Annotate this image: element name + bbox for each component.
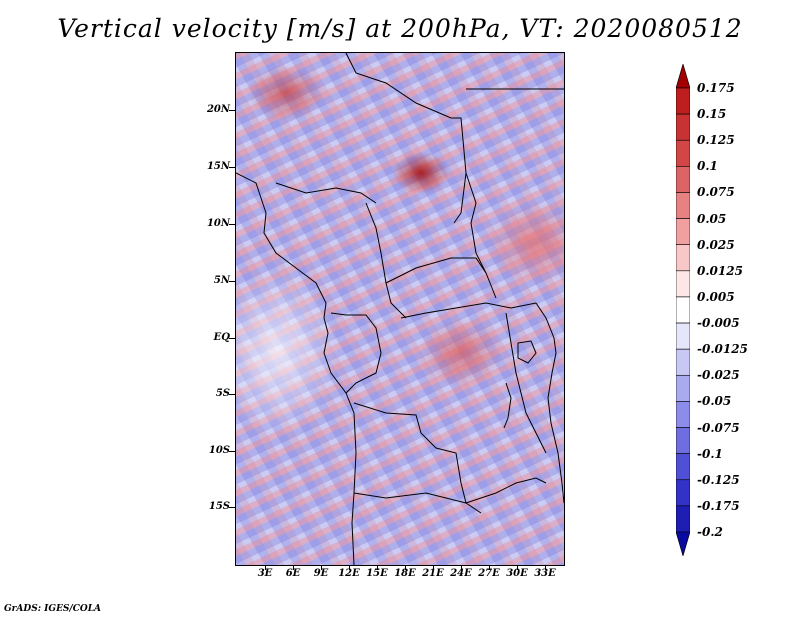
lon-tick [293,565,294,570]
colorbar-segment [676,531,690,556]
colorbar-label: -0.05 [697,394,732,409]
lat-tick [229,224,235,225]
colorbar-label: -0.005 [697,316,740,331]
colorbar-label: -0.2 [697,525,723,539]
lon-label-18e: 18E [394,568,416,579]
colorbar [676,64,690,556]
colorbar-label: 0.175 [697,81,735,95]
colorbar-segment [676,87,690,115]
border-libya-chad [345,53,467,224]
colorbar-segment [676,479,690,507]
lat-tick [229,507,235,508]
lon-tick [461,565,462,570]
lon-label-33e: 33E [534,568,556,579]
border-chad-sudan [465,172,487,274]
colorbar-label: -0.1 [697,446,723,461]
border-car [385,257,497,299]
lat-tick [229,281,235,282]
lake-tanganyika [503,382,512,429]
colorbar-label: 0.1 [697,159,718,174]
colorbar-label: 0.005 [697,289,735,304]
lat-tick [229,394,235,395]
colorbar-label: -0.025 [697,368,740,383]
colorbar-label: 0.125 [697,133,735,148]
colorbar-label: -0.175 [697,498,740,513]
lon-tick [265,565,266,570]
lat-label-5s: 5S [215,388,230,399]
colorbar-label: 0.15 [697,107,727,122]
lon-label-12e: 12E [338,568,360,579]
colorbar-segment [676,244,690,272]
colorbar-segment [676,505,690,533]
colorbar-segment [676,139,690,167]
colorbar-segment [676,64,690,89]
coastline-west-africa [236,172,357,565]
lat-tick [229,451,235,452]
lon-label-15e: 15E [366,568,388,579]
lon-label-9e: 9E [313,568,329,579]
colorbar-segment [676,296,690,324]
lon-tick [517,565,518,570]
lat-label-15s: 15S [208,501,230,512]
border-angola [353,402,482,514]
colorbar-label: 0.075 [697,185,735,200]
lon-tick [321,565,322,570]
colorbar-segment [676,218,690,246]
colorbar-label: 0.05 [697,211,727,226]
colorbar-label: 0.0125 [697,263,743,278]
lon-label-27e: 27E [478,568,500,579]
colorbar-label: -0.125 [697,472,740,487]
border-cameroon [365,202,407,319]
lon-tick [405,565,406,570]
colorbar-segment [676,374,690,402]
lat-tick [229,338,235,339]
lon-label-24e: 24E [450,568,472,579]
lon-tick [377,565,378,570]
border-niger-nigeria [275,182,377,204]
colorbar-segment [676,166,690,193]
lat-label-5n: 5N [213,275,230,286]
lon-label-3e: 3E [257,568,273,579]
colorbar-label: -0.075 [697,420,740,435]
lat-label-15n: 15N [206,161,230,172]
footer-credit: GrADS: IGES/COLA [4,604,102,614]
colorbar-label: 0.025 [697,237,735,252]
border-zambia [465,477,547,504]
lon-label-30e: 30E [506,568,528,579]
map-plot-area [235,52,565,566]
colorbar-label: -0.0125 [697,342,748,357]
border-drc-east [505,312,547,454]
border-drc-north [400,302,537,319]
lon-tick [433,565,434,570]
colorbar-segment [676,192,690,219]
coastline-east-africa [535,302,564,504]
colorbar-segment [676,113,690,141]
colorbar-segment [676,427,690,454]
lon-label-6e: 6E [285,568,301,579]
border-congo [330,312,382,394]
map-borders [236,53,564,565]
lon-tick [489,565,490,570]
lon-tick [349,565,350,570]
border-namibia [353,492,467,504]
colorbar-segment [676,348,690,376]
map-title: Vertical velocity [m/s] at 200hPa, VT: 2… [57,14,743,43]
lat-label-20n: 20N [206,104,230,115]
lake-victoria [517,340,537,364]
lat-tick [229,110,235,111]
lon-tick [545,565,546,570]
colorbar-segment [676,401,690,428]
lat-label-10s: 10S [208,445,230,456]
lat-tick [229,167,235,168]
lon-label-21e: 21E [422,568,444,579]
colorbar-segment [676,322,690,350]
lat-label-eq: EQ [213,332,230,343]
lat-label-10n: 10N [206,218,230,229]
colorbar-segment [676,270,690,298]
colorbar-segment [676,453,690,481]
